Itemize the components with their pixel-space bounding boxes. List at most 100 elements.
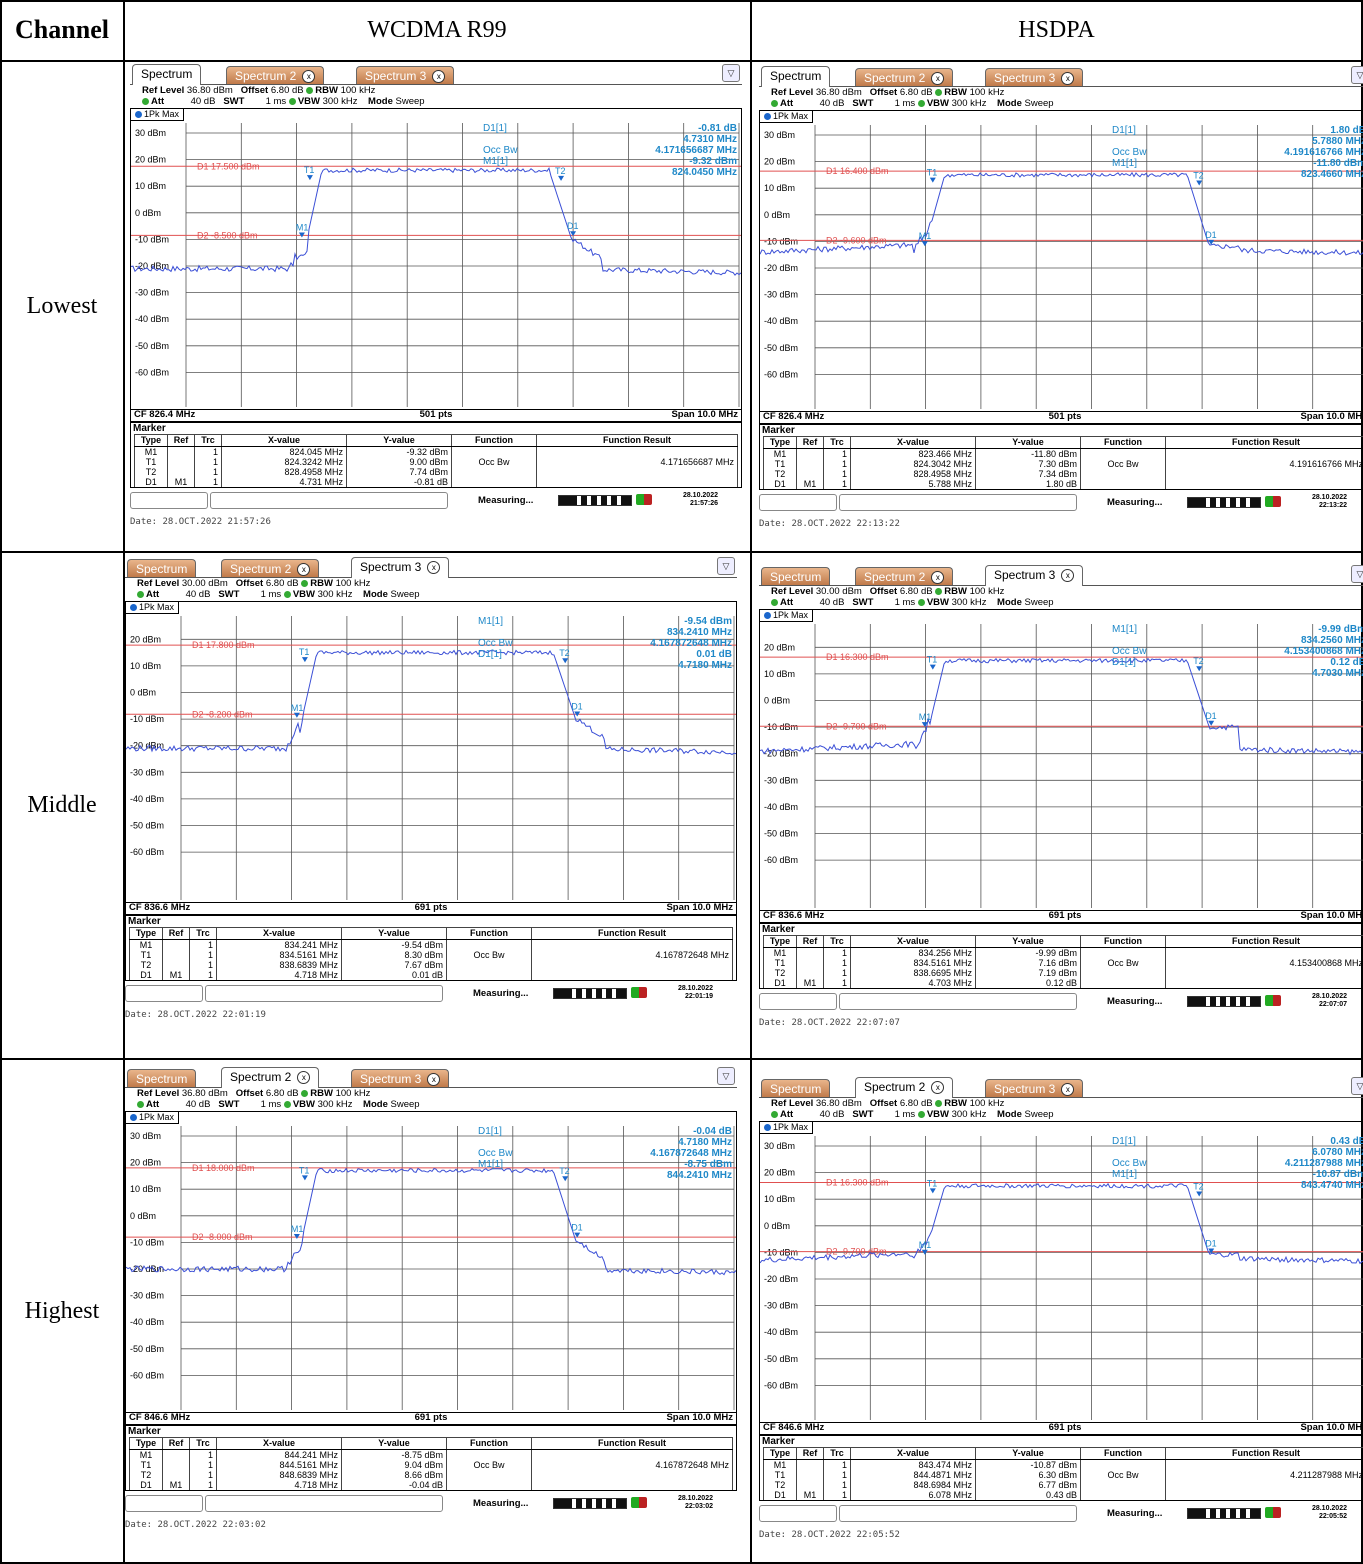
tab-spectrum-3[interactable]: Spectrum 3 x [985,68,1084,86]
trace-label: 1Pk Max [131,109,185,121]
tab-close-icon[interactable]: x [1061,569,1075,583]
readout-name: M1[1] [1112,158,1138,169]
status-field[interactable] [125,985,203,1002]
table-row: D1 M1 1 4.703 MHz 0.12 dB [763,978,1363,988]
status-dot-icon [137,590,144,598]
status-field[interactable] [759,1505,837,1522]
marker-col-header: Function Result [536,434,738,447]
tab-label: Spectrum 2 [230,1070,292,1084]
tab-close-icon[interactable]: x [1061,1083,1075,1097]
y-tick-label: -20 dBm [764,1274,798,1284]
table-cell: 4.211287988 MHz [1165,1470,1363,1480]
tab-spectrum[interactable]: Spectrum [127,559,197,577]
sweep-points: 691 pts [1048,910,1082,921]
mode-value: Sweep [1024,597,1054,608]
tab-spectrum-2[interactable]: Spectrum 2 x [855,567,954,585]
tab-close-icon[interactable]: x [297,1071,311,1085]
tab-spectrum-2[interactable]: Spectrum 2 x [855,1077,954,1098]
dropdown-menu-icon[interactable]: ▽ [717,557,735,575]
tab-spectrum-3[interactable]: Spectrum 3 x [985,565,1084,586]
tab-close-icon[interactable]: x [427,1073,441,1087]
status-field[interactable] [839,993,1077,1010]
mode-label: Mode [368,96,396,107]
table-row: D1 M1 1 6.078 MHz 0.43 dB [763,1490,1363,1500]
table-cell: 824.3042 MHz [850,459,976,469]
marker-table-header: Type Ref Trc X-value Y-value Function Function… [763,436,1363,449]
tab-spectrum-2[interactable]: Spectrum 2 x [221,1067,320,1088]
tab-spectrum-3[interactable]: Spectrum 3 x [351,1069,450,1087]
timestamp: 28.10.2022 22:07:07 [1299,993,1347,1009]
tab-spectrum-3[interactable]: Spectrum 3 x [351,557,450,578]
y-tick-label: -10 dBm [130,1237,164,1247]
status-field[interactable] [759,993,837,1010]
tab-close-icon[interactable]: x [297,563,311,577]
status-field[interactable] [759,494,837,511]
y-tick-label: 10 dBm [764,1194,795,1204]
marker-col-header: Type [763,1447,797,1460]
readout-name: Occ Bw [478,1148,513,1159]
ref-level-label: Ref Level [142,85,187,96]
dropdown-menu-icon[interactable]: ▽ [717,1067,735,1085]
tab-spectrum-2[interactable]: Spectrum 2 x [221,559,320,577]
tab-spectrum[interactable]: Spectrum [127,1069,197,1087]
marker-col-header: Ref [167,434,195,447]
table-cell [536,477,738,487]
table-cell [531,1470,733,1480]
status-field[interactable] [205,985,443,1002]
y-tick-label: 0 dBm [130,1211,156,1221]
dropdown-menu-icon[interactable]: ▽ [1351,565,1363,583]
tab-close-icon[interactable]: x [432,70,446,84]
table-row: T2 1 848.6984 MHz 6.77 dBm [763,1480,1363,1490]
status-dot-icon [288,97,296,105]
marker-col-header: X-value [850,935,976,948]
status-dot-icon [283,590,291,598]
tab-spectrum-3[interactable]: Spectrum 3 x [356,66,455,84]
tab-spectrum[interactable]: Spectrum [761,66,831,87]
y-tick-label: -40 dBm [135,314,169,324]
tab-spectrum-2[interactable]: Spectrum 2 x [226,66,325,84]
table-cell: -0.04 dB [341,1480,447,1490]
d1-limit-line-label: D1 17.800 dBm [192,640,255,650]
mode-value: Sweep [390,1099,420,1110]
marker-d1-icon [1208,239,1215,245]
table-cell: 834.5161 MHz [850,958,976,968]
tab-spectrum[interactable]: Spectrum [761,567,831,585]
marker-table-title: Marker [133,423,166,434]
tab-close-icon[interactable]: x [931,1081,945,1095]
progress-bar [553,988,627,999]
table-cell: 1 [194,477,222,487]
tab-close-icon[interactable]: x [931,72,945,86]
table-cell: 1 [194,467,222,477]
center-frequency: CF 836.6 MHz [129,902,191,913]
table-cell [1165,1480,1363,1490]
status-field[interactable] [210,492,448,509]
status-field[interactable] [205,1495,443,1512]
tab-close-icon[interactable]: x [302,70,316,84]
tab-spectrum[interactable]: Spectrum [761,1079,831,1097]
marker-col-header: Function [446,927,532,940]
tab-close-icon[interactable]: x [931,571,945,585]
spectrum-trace [760,171,1363,256]
tab-spectrum-2[interactable]: Spectrum 2 x [855,68,954,86]
table-cell: Occ Bw [446,1460,532,1470]
row-label-lowest: Lowest [26,293,98,319]
trace-label: 1Pk Max [760,610,814,622]
status-field[interactable] [839,1505,1077,1522]
dropdown-menu-icon[interactable]: ▽ [1351,1077,1363,1095]
table-cell: 1 [823,469,851,479]
dropdown-menu-icon[interactable]: ▽ [1351,66,1363,84]
status-bar: Measuring... 28.10.2022 22:05:52 [759,1503,1363,1523]
timestamp: 28.10.2022 21:57:26 [670,492,718,508]
table-row: T2 1 828.4958 MHz 7.34 dBm [763,469,1363,479]
ref-level-value: 30.00 dBm [181,578,236,589]
dropdown-menu-icon[interactable]: ▽ [722,64,740,82]
tab-spectrum-3[interactable]: Spectrum 3 x [985,1079,1084,1097]
status-field[interactable] [839,494,1077,511]
tab-spectrum[interactable]: Spectrum [132,64,202,85]
status-field[interactable] [125,1495,203,1512]
tab-close-icon[interactable]: x [427,561,441,575]
status-field[interactable] [130,492,208,509]
tab-close-icon[interactable]: x [1061,72,1075,86]
table-cell: T1 [763,958,797,968]
d1-limit-line-label: D1 16.300 dBm [826,1177,889,1187]
